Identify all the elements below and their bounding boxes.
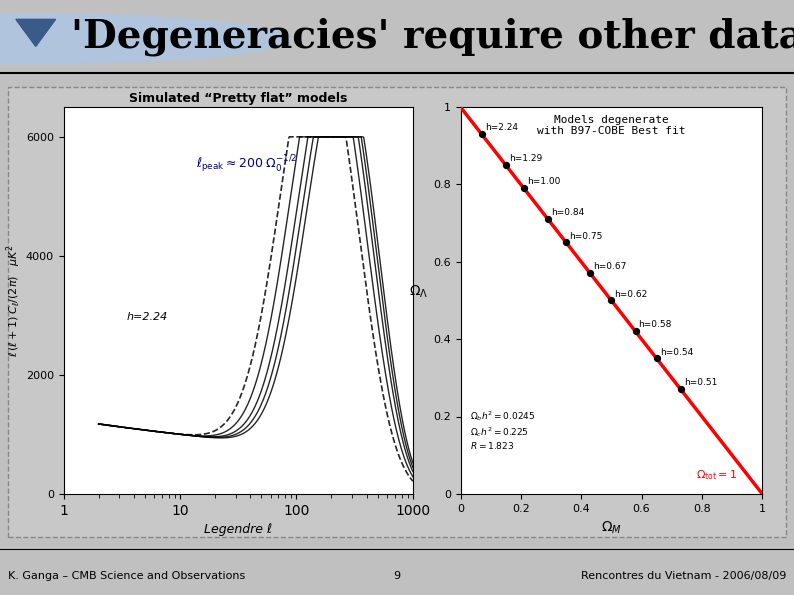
X-axis label: Legendre ℓ: Legendre ℓ xyxy=(204,523,272,536)
Text: h=0.54: h=0.54 xyxy=(660,347,693,356)
Text: h=2.24: h=2.24 xyxy=(126,312,168,322)
Point xyxy=(584,269,596,278)
Y-axis label: $\ell\,(\ell+1)\;C_\ell/(2\pi)$   $\mu K^2$: $\ell\,(\ell+1)\;C_\ell/(2\pi)$ $\mu K^2… xyxy=(4,244,23,357)
FancyBboxPatch shape xyxy=(8,87,786,537)
Text: Rencontres du Vietnam - 2006/08/09: Rencontres du Vietnam - 2006/08/09 xyxy=(580,571,786,581)
Point xyxy=(605,296,618,305)
Y-axis label: $\Omega_\Lambda$: $\Omega_\Lambda$ xyxy=(410,284,429,300)
Text: h=2.24: h=2.24 xyxy=(484,123,518,132)
Text: $\Omega_b h^2 = 0.0245$
$\Omega_c h^2 = 0.225$
$R = 1.823$: $\Omega_b h^2 = 0.0245$ $\Omega_c h^2 = … xyxy=(469,409,535,452)
Text: 9: 9 xyxy=(394,571,400,581)
Text: h=0.75: h=0.75 xyxy=(569,231,603,240)
Text: K. Ganga – CMB Science and Observations: K. Ganga – CMB Science and Observations xyxy=(8,571,245,581)
Text: h=1.29: h=1.29 xyxy=(509,154,542,163)
Title: Simulated “Pretty flat” models: Simulated “Pretty flat” models xyxy=(129,92,348,105)
Text: h=1.00: h=1.00 xyxy=(527,177,561,186)
Point xyxy=(560,237,572,248)
Text: h=0.51: h=0.51 xyxy=(684,378,717,387)
Point xyxy=(476,129,488,139)
Point xyxy=(542,215,554,224)
X-axis label: $\Omega_M$: $\Omega_M$ xyxy=(601,519,622,536)
Text: h=0.67: h=0.67 xyxy=(593,262,626,271)
Text: $\ell_{\rm peak}\approx 200\;\Omega_0^{-1/2}$: $\ell_{\rm peak}\approx 200\;\Omega_0^{-… xyxy=(196,154,298,175)
Circle shape xyxy=(0,14,290,64)
Polygon shape xyxy=(16,19,56,46)
Point xyxy=(499,160,512,170)
Point xyxy=(650,353,663,363)
Text: h=0.58: h=0.58 xyxy=(638,321,672,330)
Text: Models degenerate
with B97-COBE Best fit: Models degenerate with B97-COBE Best fit xyxy=(537,115,686,136)
Text: $\Omega_{\rm tot}=1$: $\Omega_{\rm tot}=1$ xyxy=(696,468,738,482)
Point xyxy=(518,183,530,193)
Text: h=0.62: h=0.62 xyxy=(615,290,648,299)
Text: 'Degeneracies' require other data: 'Degeneracies' require other data xyxy=(71,18,794,57)
Text: h=0.84: h=0.84 xyxy=(551,208,584,217)
Point xyxy=(629,327,642,336)
Point xyxy=(674,384,687,394)
